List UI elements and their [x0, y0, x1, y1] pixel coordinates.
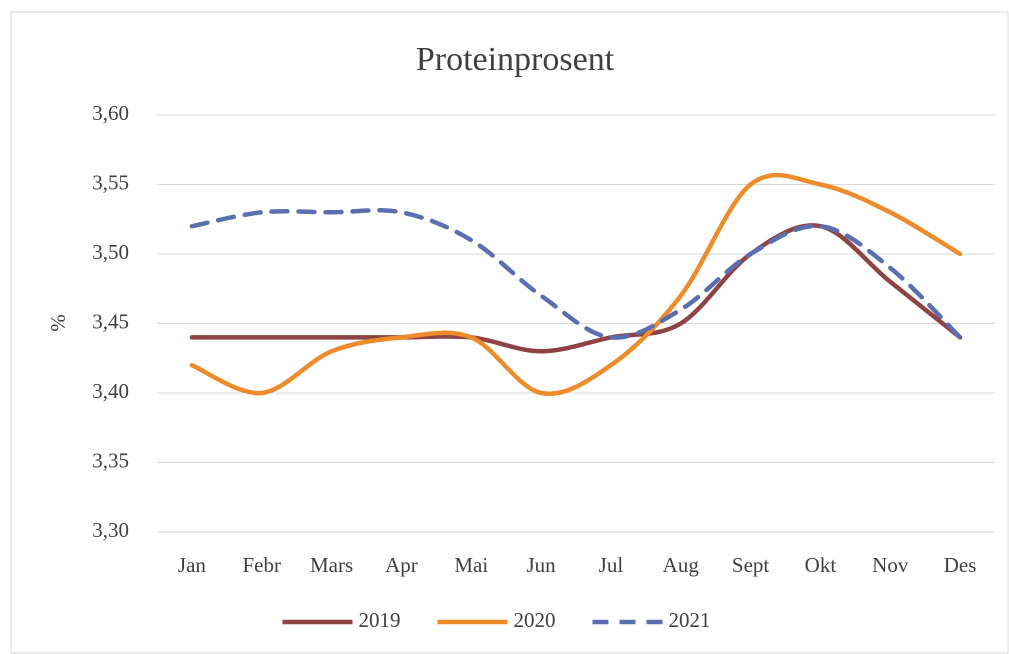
y-tick-label: 3,55: [92, 170, 129, 194]
chart-title: Proteinprosent: [416, 41, 615, 78]
x-tick-label: Des: [944, 553, 977, 577]
y-tick-label: 3,60: [92, 101, 129, 125]
legend-label: 2020: [514, 608, 556, 632]
y-tick-label: 3,45: [92, 309, 129, 333]
y-tick-label: 3,40: [92, 379, 129, 403]
x-tick-label: Jun: [526, 553, 556, 577]
line-series: [189, 207, 963, 340]
chart-border: [10, 11, 1009, 654]
legend-label: 2019: [359, 608, 401, 632]
x-tick-label: Sept: [732, 553, 770, 577]
x-tick-label: Jul: [599, 553, 624, 577]
y-tick-label: 3,30: [92, 518, 129, 542]
legend-label: 2021: [669, 608, 711, 632]
y-tick-label: 3,35: [92, 448, 129, 472]
y-tick-label: 3,50: [92, 240, 129, 264]
line-series: [189, 223, 963, 354]
x-tick-label: Febr: [243, 553, 282, 577]
x-tick-label: Jan: [178, 553, 206, 577]
x-tick-label: Mars: [310, 553, 353, 577]
line-series: [189, 172, 963, 397]
x-tick-label: Nov: [872, 553, 909, 577]
x-tick-label: Mai: [454, 553, 488, 577]
x-tick-label: Okt: [805, 553, 837, 577]
x-tick-label: Aug: [663, 553, 700, 577]
y-axis-label: %: [46, 314, 70, 332]
x-tick-label: Apr: [385, 553, 418, 577]
